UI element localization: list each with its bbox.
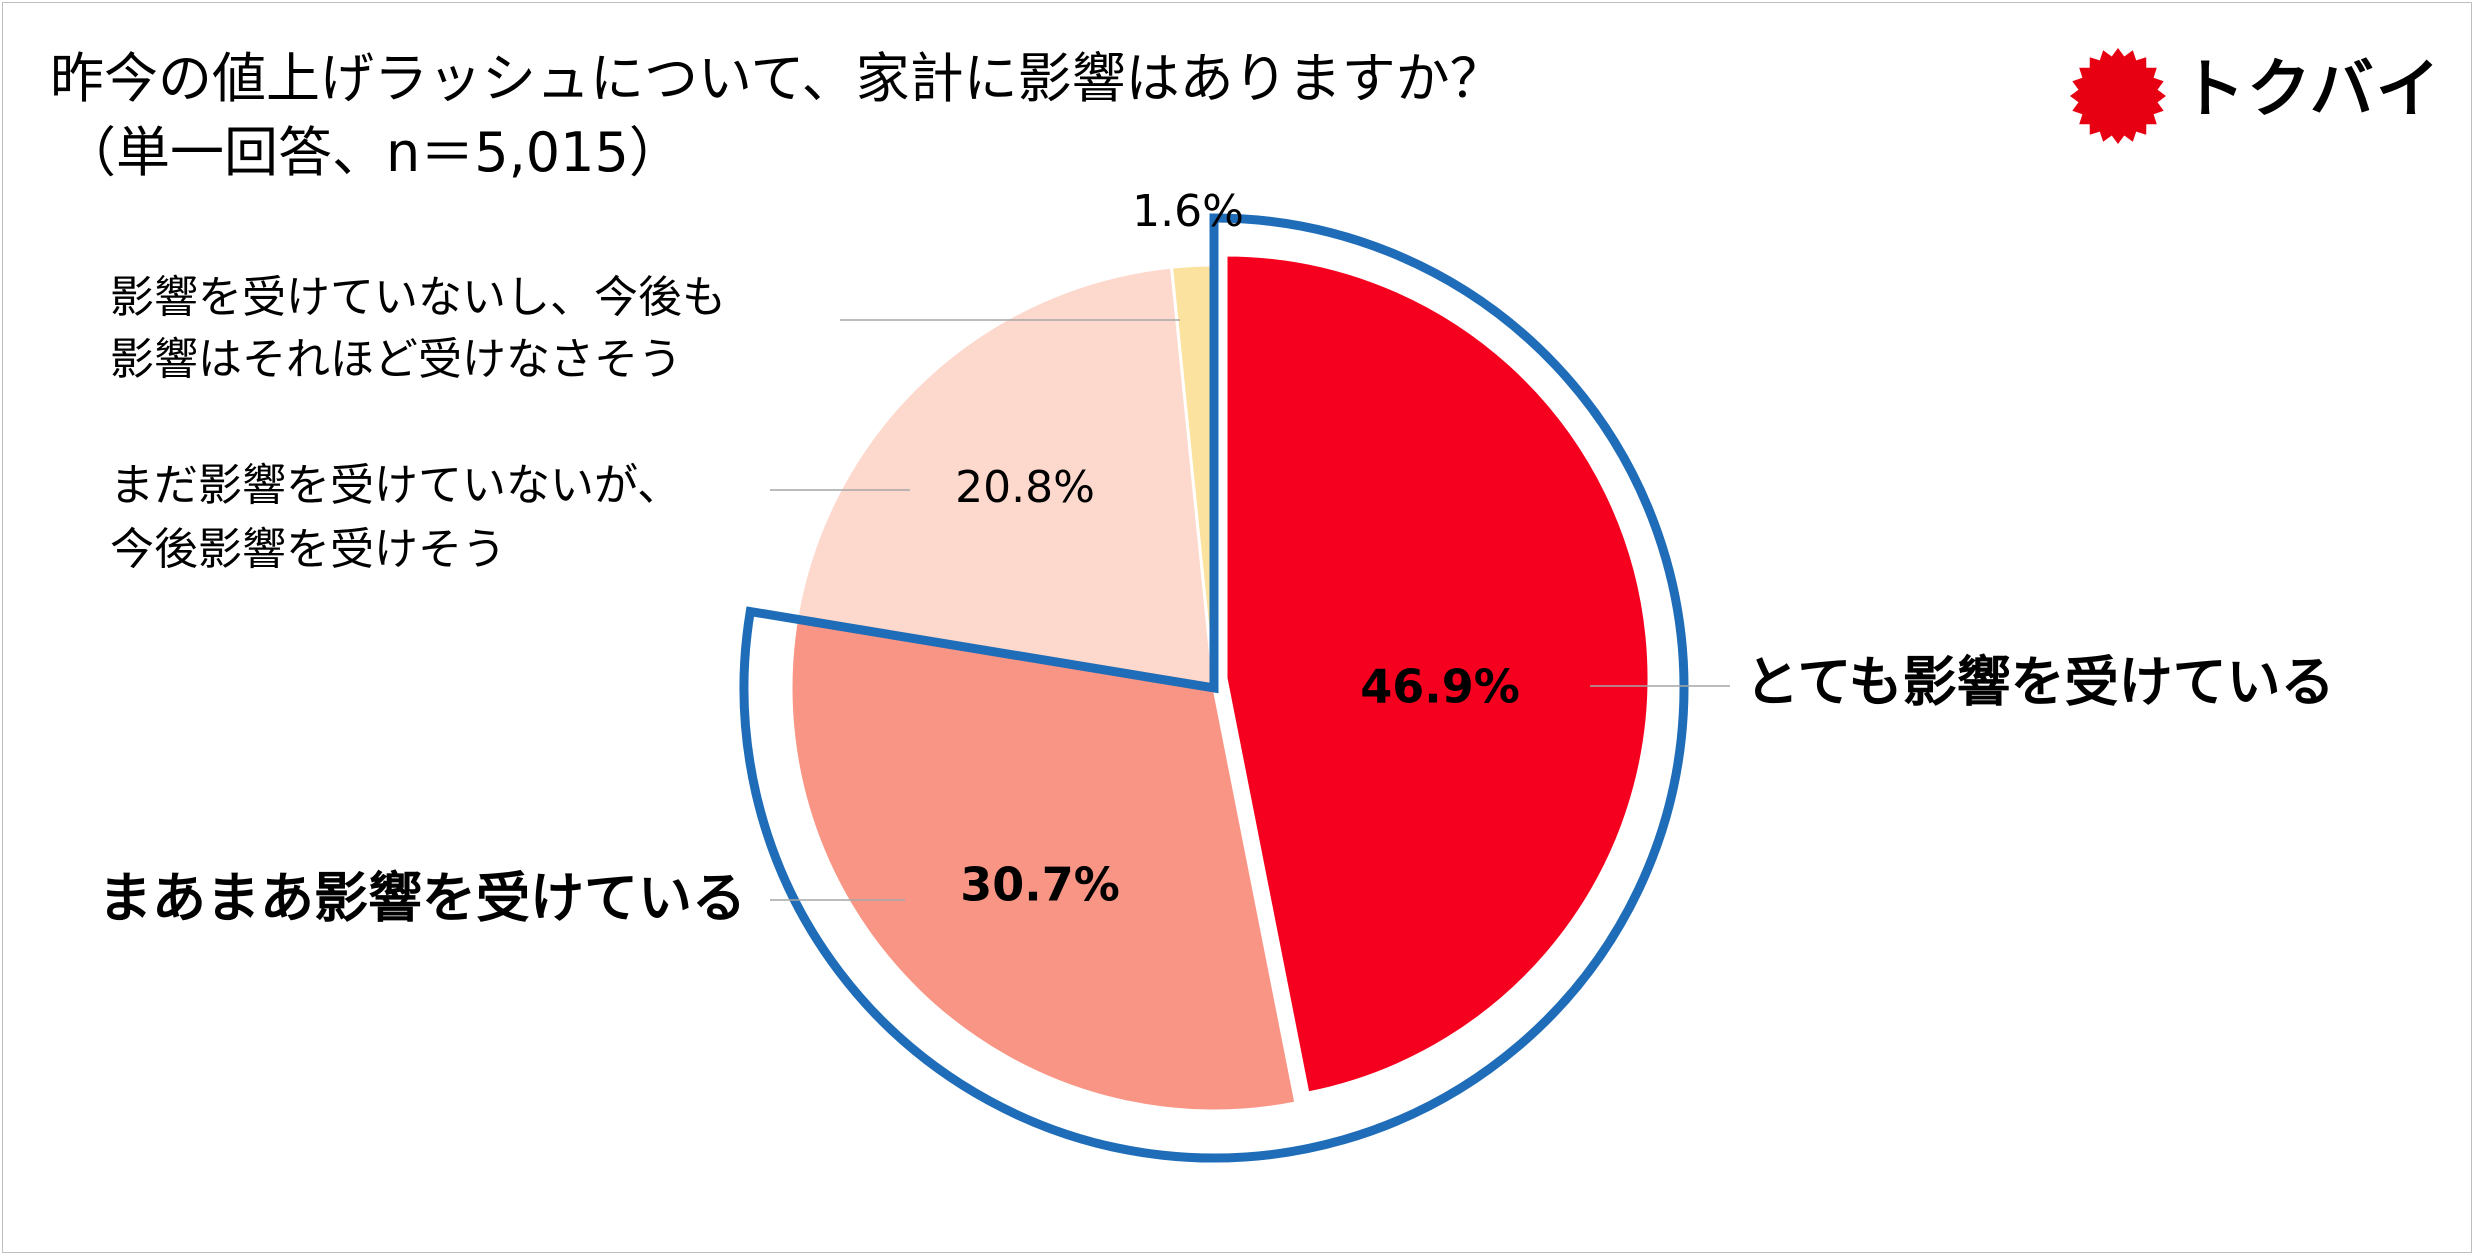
data-label-somewhat-affected: 30.7% — [960, 858, 1120, 912]
pie-slice-strongly-affected — [1224, 253, 1651, 1095]
chart-subtitle: （単一回答、n＝5,015） — [62, 121, 683, 184]
category-label-not-affected-line-1: 影響を受けていないし、今後も — [110, 272, 726, 323]
category-label-somewhat-affected: まあまあ影響を受けている — [98, 867, 746, 930]
tokubai-logo: トクバイ — [2068, 46, 2440, 146]
red-starburst-icon — [2070, 48, 2166, 144]
chart-title: 昨今の値上げラッシュについて、家計に影響はありますか？ — [50, 47, 1504, 110]
category-label-not-affected-line-2: 影響はそれほど受けなさそう — [110, 334, 682, 385]
category-label-likely-affected-line-1: まだ影響を受けていないが、 — [110, 460, 681, 511]
category-label-likely-affected-line-2: 今後影響を受けそう — [110, 524, 506, 575]
highlight-outline — [739, 213, 1689, 1163]
data-label-strongly-affected: 46.9% — [1360, 660, 1520, 714]
data-label-likely-affected: 20.8% — [955, 462, 1095, 513]
logo-text: トクバイ — [2181, 53, 2442, 127]
data-label-not-affected: 1.6% — [1132, 186, 1244, 237]
category-label-strongly-affected: とても影響を受けている — [1745, 651, 2335, 714]
pie-slice-likely-affected — [794, 265, 1216, 690]
pie-slice-somewhat-affected — [789, 617, 1298, 1113]
